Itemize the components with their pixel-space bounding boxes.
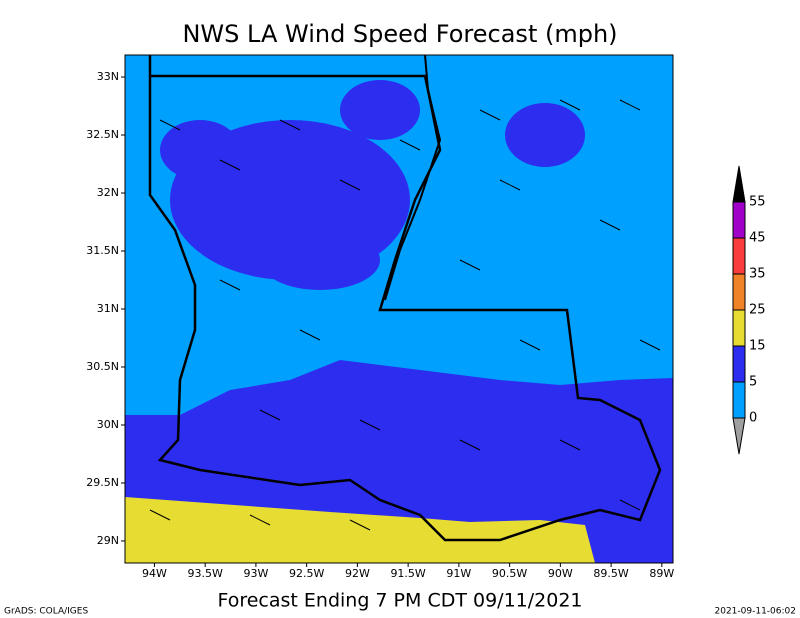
colorbar-label: 35 xyxy=(749,267,766,282)
title: NWS LA Wind Speed Forecast (mph) xyxy=(182,20,617,48)
colorbar-segment xyxy=(732,381,746,419)
y-tick-label: 31N xyxy=(97,302,119,315)
colorbar-label: 0 xyxy=(749,411,757,426)
y-tick-label: 30N xyxy=(97,418,119,431)
river xyxy=(384,54,442,301)
y-tick-label: 29N xyxy=(97,534,119,547)
x-tick-label: 90W xyxy=(548,567,573,580)
colorbar-label: 15 xyxy=(749,339,766,354)
colorbar-label: 55 xyxy=(749,195,766,210)
x-tick-label: 91.5W xyxy=(390,567,425,580)
colorbar-segment xyxy=(732,201,746,239)
colorbar-segment xyxy=(732,309,746,347)
wind-barbs xyxy=(149,99,661,531)
colorbar-label: 5 xyxy=(749,375,757,390)
x-tick-label: 92W xyxy=(345,567,370,580)
x-tick-label: 93.5W xyxy=(187,567,222,580)
map-panel xyxy=(124,54,674,564)
x-tick-label: 93W xyxy=(243,567,268,580)
footer: Forecast Ending 7 PM CDT 09/11/2021 xyxy=(217,590,582,612)
x-tick-label: 94W xyxy=(142,567,167,580)
state-border xyxy=(148,55,662,542)
colorbar-segment xyxy=(732,237,746,275)
y-tick-label: 32N xyxy=(97,186,119,199)
colorbar-segment xyxy=(732,273,746,311)
y-tick-label: 32.5N xyxy=(86,128,119,141)
colorbar-label: 45 xyxy=(749,231,766,246)
x-tick-label: 89.5W xyxy=(593,567,628,580)
y-tick-label: 29.5N xyxy=(86,476,119,489)
y-tick-label: 31.5N xyxy=(86,244,119,257)
x-tick-label: 90.5W xyxy=(492,567,527,580)
x-tick-label: 92.5W xyxy=(289,567,324,580)
y-tick-label: 33N xyxy=(97,70,119,83)
colorbar-segment xyxy=(732,345,746,383)
credit: GrADS: COLA/IGES xyxy=(4,607,88,617)
colorbar-under xyxy=(732,417,746,455)
wind-field-patches xyxy=(160,80,585,290)
wind-field-high xyxy=(125,497,595,563)
x-tick-label: 91W xyxy=(446,567,471,580)
y-tick-label: 30.5N xyxy=(86,360,119,373)
colorbar-label: 25 xyxy=(749,303,766,318)
timestamp: 2021-09-11-06:02 xyxy=(715,607,797,617)
colorbar-over xyxy=(732,165,746,203)
x-tick-label: 89W xyxy=(649,567,674,580)
